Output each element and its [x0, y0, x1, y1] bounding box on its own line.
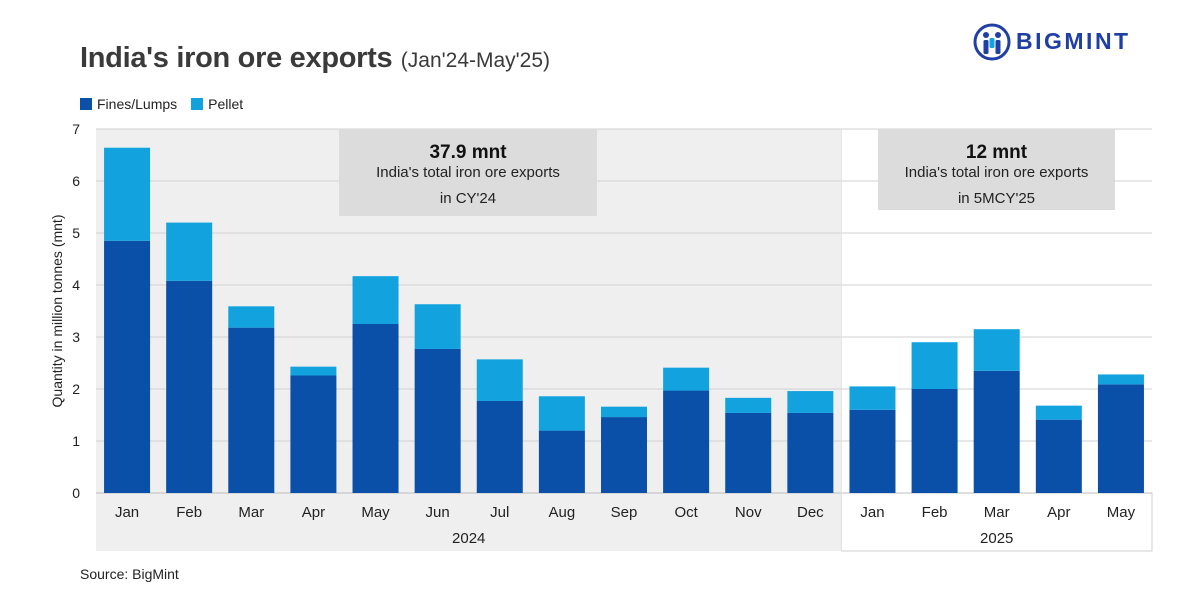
group-label-2025: 2025 — [980, 530, 1013, 547]
bar-fines-7 — [538, 430, 585, 493]
bar-fines-1 — [166, 280, 213, 493]
bar-pellet-2 — [228, 306, 275, 328]
legend-swatch-fines — [80, 98, 92, 110]
legend-item-pellet: Pellet — [191, 96, 243, 112]
chart-legend: Fines/Lumps Pellet — [80, 96, 243, 112]
bar-fines-9 — [663, 390, 710, 493]
y-axis-label: Quantity in million tonnes (mnt) — [49, 215, 65, 408]
y-tick-label-5: 5 — [72, 225, 80, 241]
bar-pellet-12 — [849, 386, 896, 410]
legend-label-fines: Fines/Lumps — [97, 96, 178, 112]
annotation-value-1: 12 mnt — [966, 142, 1028, 163]
legend-swatch-pellet — [191, 98, 204, 110]
annotation-line2-1: in 5MCY'25 — [958, 190, 1035, 207]
brand-name: BIGMINT — [1016, 28, 1131, 54]
bigmint-logo-icon — [973, 23, 1011, 61]
bar-fines-14 — [973, 370, 1020, 493]
annotation-line1-0: India's total iron ore exports — [376, 164, 560, 181]
y-tick-label-4: 4 — [72, 277, 80, 293]
x-tick-label-10: Nov — [735, 504, 762, 521]
y-tick-label-2: 2 — [72, 381, 80, 397]
x-tick-label-5: Jun — [426, 504, 450, 521]
bar-pellet-15 — [1035, 405, 1082, 420]
annotation-line2-0: in CY'24 — [440, 190, 496, 207]
y-tick-label-0: 0 — [72, 485, 80, 501]
annotation-box-0 — [339, 129, 597, 216]
x-tick-label-3: Apr — [302, 504, 325, 521]
x-tick-label-6: Jul — [490, 504, 509, 521]
bar-pellet-1 — [166, 222, 213, 281]
bar-fines-16 — [1097, 384, 1144, 493]
x-band-2025 — [840, 492, 1153, 552]
bar-pellet-5 — [414, 304, 461, 349]
x-tick-label-15: Apr — [1047, 504, 1070, 521]
x-tick-label-16: May — [1107, 504, 1136, 521]
annotation-line1-1: India's total iron ore exports — [905, 164, 1089, 181]
bar-fines-12 — [849, 409, 896, 493]
y-tick-label-1: 1 — [72, 433, 80, 449]
x-tick-label-8: Sep — [611, 504, 638, 521]
x-tick-label-4: May — [361, 504, 390, 521]
x-tick-label-14: Mar — [984, 504, 1010, 521]
x-tick-label-7: Aug — [549, 504, 576, 521]
chart-subtitle: (Jan'24-May'25) — [400, 49, 551, 72]
x-tick-label-12: Jan — [860, 504, 884, 521]
chart-title-main: India's iron ore exports — [80, 42, 393, 74]
bar-fines-2 — [228, 327, 275, 493]
y-tick-label-7: 7 — [72, 121, 80, 137]
group-label-2024: 2024 — [452, 530, 485, 547]
bar-pellet-16 — [1097, 374, 1144, 385]
bar-fines-0 — [104, 240, 151, 493]
chart-title: India's iron ore exports (Jan'24-May'25) — [80, 42, 550, 75]
bar-pellet-10 — [725, 397, 772, 413]
bar-pellet-14 — [973, 329, 1020, 371]
legend-label-pellet: Pellet — [208, 96, 244, 112]
y-tick-label-3: 3 — [72, 329, 80, 345]
bar-fines-4 — [352, 324, 399, 493]
annotation-value-0: 37.9 mnt — [429, 142, 507, 163]
bar-pellet-8 — [601, 406, 647, 418]
bar-fines-6 — [476, 400, 523, 493]
bar-fines-13 — [911, 389, 958, 493]
bar-fines-11 — [787, 412, 834, 493]
bar-fines-10 — [725, 412, 772, 493]
bar-fines-8 — [601, 417, 647, 493]
source-note: Source: BigMint — [80, 566, 179, 582]
x-tick-label-9: Oct — [674, 504, 698, 521]
bar-pellet-7 — [538, 396, 585, 431]
x-tick-label-13: Feb — [922, 504, 948, 521]
annotation-box-1 — [878, 129, 1115, 210]
bar-pellet-9 — [663, 367, 710, 391]
x-band-2024 — [96, 493, 842, 551]
bar-pellet-4 — [352, 276, 399, 324]
x-tick-label-1: Feb — [176, 504, 202, 521]
bar-pellet-3 — [290, 366, 337, 376]
x-tick-label-11: Dec — [797, 504, 824, 521]
bar-fines-15 — [1035, 419, 1082, 493]
x-tick-label-2: Mar — [238, 504, 264, 521]
x-tick-label-0: Jan — [115, 504, 139, 521]
bar-pellet-13 — [911, 342, 958, 389]
brand-logo: BIGMINT — [972, 22, 1162, 62]
y-tick-label-6: 6 — [72, 173, 80, 189]
bar-fines-3 — [290, 375, 337, 493]
legend-item-fines: Fines/Lumps — [80, 96, 177, 112]
bar-pellet-6 — [476, 359, 523, 401]
bar-pellet-11 — [787, 391, 834, 413]
bar-fines-5 — [414, 348, 461, 493]
bar-pellet-0 — [104, 147, 151, 241]
